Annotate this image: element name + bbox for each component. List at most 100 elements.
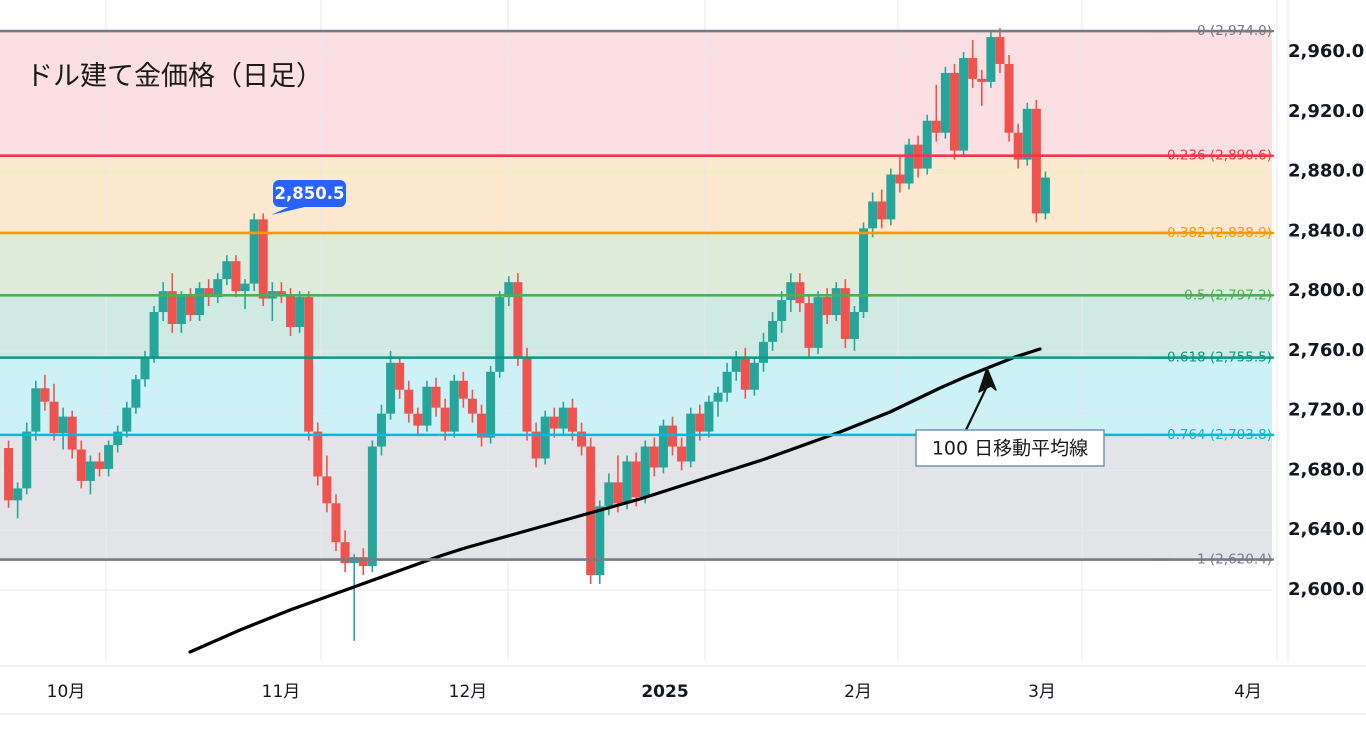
time-tick-label[interactable]: 11月 — [262, 682, 301, 702]
candlestick-series — [4, 28, 1050, 641]
candle-body — [859, 228, 869, 313]
candle-body — [722, 371, 732, 393]
candle-body — [1004, 63, 1014, 133]
candle-body — [868, 201, 878, 229]
candle-body — [195, 288, 205, 316]
ma-note-box — [915, 429, 1105, 467]
candle-body — [922, 120, 932, 169]
time-tick-label[interactable]: 4月 — [1234, 682, 1262, 702]
price-tick-label[interactable]: 2,960.0 — [1288, 41, 1364, 62]
price-tick-label[interactable]: 2,600.0 — [1288, 579, 1364, 600]
candle-body — [104, 445, 114, 469]
candle-body — [204, 288, 214, 298]
time-tick-label[interactable]: 2月 — [844, 682, 872, 702]
candle-body — [995, 37, 1005, 64]
ma-annotation: 100 日移動平均線 — [915, 367, 1105, 467]
fib-label-0.5: 0.5 (2,797.2) — [1184, 287, 1272, 303]
price-tick-label[interactable]: 2,760.0 — [1288, 340, 1364, 361]
fibonacci-labels: 0 (2,974.0) 0.236 (2,890.6) 0.382 (2,838.9… — [1150, 23, 1274, 568]
ma-note-label: 100 日移動平均線 — [932, 438, 1088, 460]
candle-body — [877, 201, 887, 220]
moving-average-line — [188, 347, 1042, 654]
candle-body — [849, 312, 859, 339]
gridlines — [0, 0, 1289, 660]
candle-body — [640, 446, 650, 498]
candle-body — [649, 446, 659, 468]
candle-body — [395, 362, 405, 390]
price-tick-label[interactable]: 2,840.0 — [1288, 220, 1364, 241]
candle-body — [658, 425, 668, 468]
price-tick-label[interactable]: 2,880.0 — [1288, 161, 1364, 182]
price-axis[interactable]: 2,960.0 2,920.0 2,880.0 2,840.0 2,800.0 2,760… — [1276, 0, 1364, 660]
candle-body — [258, 219, 268, 299]
price-tick-label[interactable]: 2,680.0 — [1288, 459, 1364, 480]
candle-body — [622, 461, 632, 504]
candle-body — [904, 144, 914, 184]
candle-body — [76, 449, 86, 481]
candle-body — [840, 288, 850, 339]
candle-body — [968, 57, 978, 79]
fib-label-0.618: 0.618 (2,755.5) — [1167, 350, 1272, 366]
candle-body — [886, 174, 896, 220]
fib-band-0.382 — [0, 232, 1272, 296]
candle-body — [822, 297, 832, 316]
time-tick-label[interactable]: 10月 — [47, 682, 86, 702]
candle-body — [495, 297, 505, 372]
candle-body — [304, 297, 314, 432]
time-tick-label[interactable]: 3月 — [1028, 682, 1056, 702]
candle-body — [813, 297, 823, 348]
candle-body — [113, 431, 123, 446]
price-tick-label[interactable]: 2,800.0 — [1288, 280, 1364, 301]
candle-body — [940, 72, 950, 133]
candle-body — [58, 416, 68, 434]
candle-body — [477, 413, 487, 438]
fib-band-0 — [0, 31, 1272, 156]
candle-body — [567, 407, 577, 432]
callout-box — [273, 180, 346, 207]
candle-body — [31, 388, 41, 432]
candle-body — [786, 282, 796, 301]
candle-body — [386, 362, 396, 414]
ma-arrow-head — [978, 367, 997, 393]
candle-body — [1022, 108, 1032, 160]
candle-body — [513, 282, 523, 357]
price-tick-label[interactable]: 2,640.0 — [1288, 519, 1364, 540]
candle-body — [413, 413, 423, 426]
candle-body — [586, 446, 596, 576]
candle-body — [440, 407, 450, 432]
candle-body — [540, 416, 550, 459]
candle-body — [149, 312, 159, 359]
candle-body — [13, 488, 23, 501]
candle-body — [949, 72, 959, 151]
candle-body — [795, 282, 805, 304]
callout-price-label: 2,850.5 — [275, 184, 345, 203]
fib-band-0.618 — [0, 357, 1272, 435]
candle-body — [604, 482, 614, 507]
candle-body — [740, 356, 750, 390]
candle-body — [158, 291, 168, 313]
time-tick-label[interactable]: 12月 — [449, 682, 488, 702]
fib-label-0: 0 (2,974.0) — [1197, 23, 1272, 39]
candle-body — [249, 219, 259, 284]
candle-body — [486, 371, 496, 438]
price-tick-label[interactable]: 2,720.0 — [1288, 400, 1364, 421]
time-tick-label[interactable]: 2025 — [641, 682, 688, 702]
candle-body — [467, 398, 477, 414]
candle-body — [286, 294, 296, 327]
candle-body — [1013, 132, 1023, 160]
candle-body — [276, 291, 286, 295]
candle-body — [577, 431, 587, 447]
candle-body — [677, 446, 687, 462]
price-tick-label[interactable]: 2,920.0 — [1288, 101, 1364, 122]
candle-body — [376, 413, 386, 447]
candle-body — [167, 291, 177, 324]
fib-label-0.382: 0.382 (2,838.9) — [1167, 225, 1272, 241]
candle-body — [749, 362, 759, 390]
time-axis[interactable]: 10月 11月 12月 2025 2月 3月 4月 — [0, 665, 1366, 715]
candle-body — [22, 431, 32, 489]
candle-body — [404, 389, 414, 414]
candle-body — [758, 341, 768, 363]
candle-body — [367, 446, 377, 567]
candle-body — [931, 120, 941, 133]
